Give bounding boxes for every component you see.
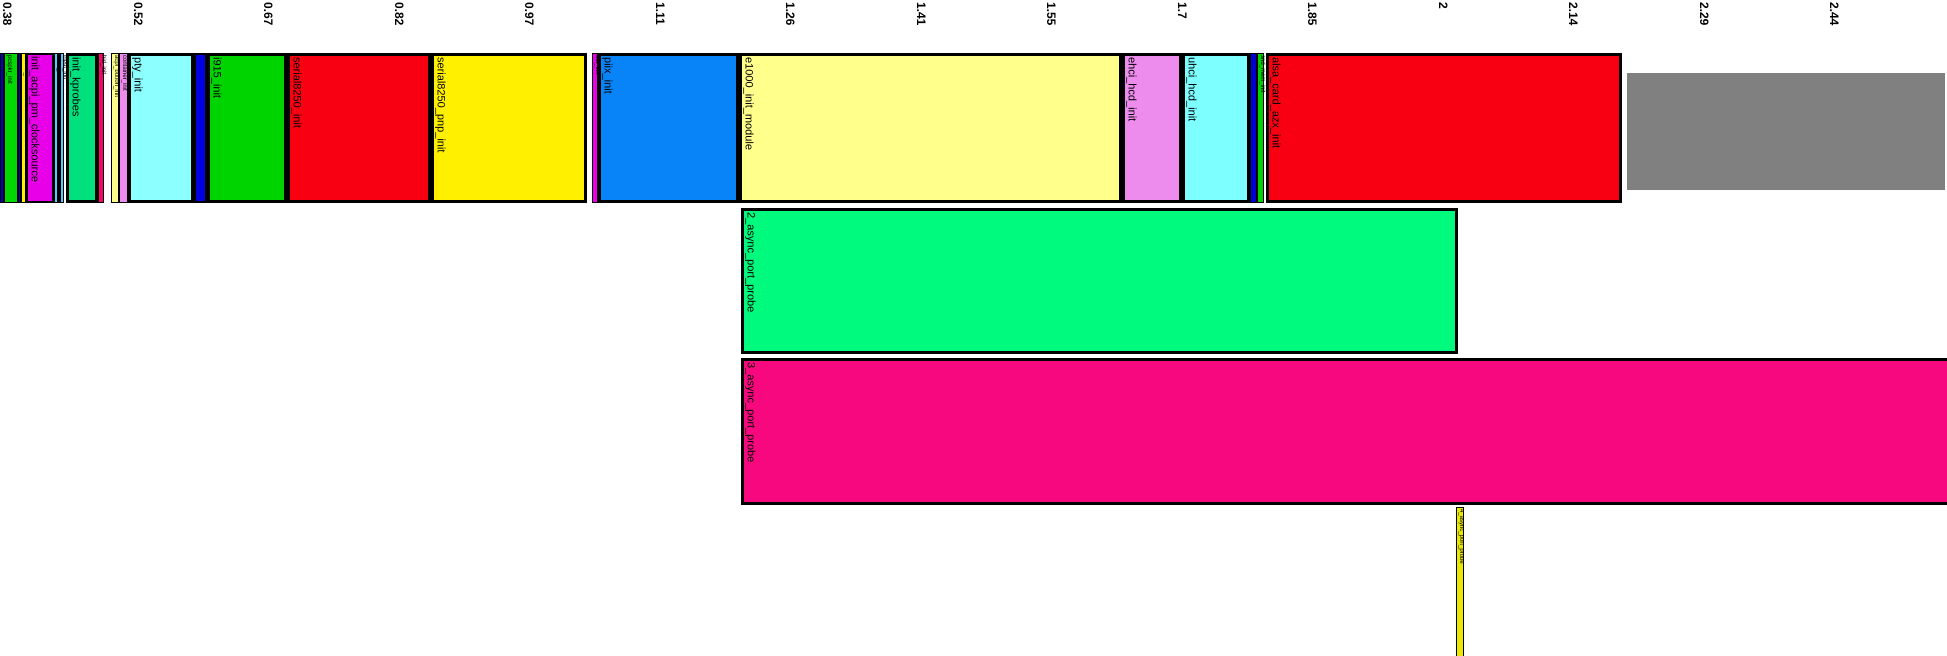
- axis-tick-label: 1.55: [1044, 2, 1058, 26]
- initcall-bar-pcspkr-init: pcspkr_init: [4, 53, 18, 203]
- initcall-bar-3-async-port-probe: 3_async_port_probe: [741, 358, 1947, 505]
- initcall-label: ehci_hcd_init: [1125, 57, 1138, 122]
- initcall-label: pcspkr_init: [5, 55, 12, 84]
- axis-tick-label: 2.44: [1827, 2, 1841, 26]
- initcall-label: ata_init: [593, 55, 600, 75]
- initcall-bar-serial8250-init: serial8250_init: [287, 53, 431, 203]
- axis-tick-label: 0.67: [261, 2, 275, 26]
- initcall-bar-e1000-init-module: e1000_init_module: [739, 53, 1122, 203]
- initcall-bar-alsa-card-azx-init: alsa_card_azx_init: [1266, 53, 1622, 203]
- axis-tick-label: 0.38: [0, 2, 14, 26]
- initcall-label: 3_async_port_probe: [744, 362, 757, 463]
- initcall-bar-ata-init: ata_init: [592, 53, 600, 203]
- initcall-label: e1000_init_module: [742, 57, 755, 150]
- initcall-label: vesafb_init: [22, 55, 29, 84]
- initcall-bar-unlabeled: [194, 53, 207, 203]
- initcall-label: alsa_card_azx_init: [1269, 57, 1282, 149]
- initcall-label: acpi_button_init: [112, 55, 119, 98]
- initcall-bar-ehci-hcd-init: ehci_hcd_init: [1122, 53, 1182, 203]
- initcall-bar-acpi-button-init: acpi_button_init: [111, 53, 119, 203]
- initcall-bar-pty-init: pty_init: [128, 53, 194, 203]
- initcall-label: uhci_hcd_init: [1185, 57, 1198, 122]
- initcall-bar-input-init: input_init: [60, 53, 68, 203]
- axis-tick-label: 1.7: [1175, 2, 1189, 19]
- initcall-bar-unlabeled: [1250, 53, 1257, 203]
- initcall-bar-vesafb-init: vesafb_init: [21, 53, 29, 203]
- initcall-bar-2-async-port-probe: 2_async_port_probe: [741, 208, 1458, 354]
- initcall-bar-unlabeled: [18, 53, 21, 203]
- initcall-label: container_init: [120, 55, 127, 91]
- initcall-bar-uhci-hcd-init: uhci_hcd_init: [1182, 53, 1250, 203]
- initcall-bar-serial8250-pnp-init: serial8250_pnp_init: [431, 53, 587, 203]
- initcall-label: hid_init: [99, 55, 106, 75]
- axis-tick-label: 0.52: [131, 2, 145, 26]
- initcall-label: i915_init: [210, 57, 223, 98]
- axis-tick-label: 1.85: [1305, 2, 1319, 26]
- initcall-bar-container-init: container_init: [119, 53, 128, 203]
- initcall-label: serial8250_pnp_init: [434, 57, 447, 153]
- axis-tick-label: 2.14: [1566, 2, 1580, 26]
- initcall-label: piix_init: [601, 57, 614, 94]
- initcall-bar-init-acpi-pm-clocksource: init_acpi_pm_clocksource: [26, 53, 54, 203]
- axis-tick-label: 2.29: [1697, 2, 1711, 26]
- initcall-label: 4_async_port_probe: [1457, 509, 1464, 564]
- axis-tick-label: 1.41: [914, 2, 928, 26]
- remaining-boot-gray-block: [1627, 73, 1945, 190]
- initcall-bar-hid-init: hid_init: [98, 53, 106, 203]
- initcall-bar-i915-init: i915_init: [207, 53, 287, 203]
- axis-tick-label: 0.82: [392, 2, 406, 26]
- initcall-bar-unlabeled: [58, 53, 60, 203]
- axis-tick-label: 1.26: [783, 2, 797, 26]
- initcall-label: init_acpi_pm_clocksource: [28, 56, 41, 182]
- initcall-bar-init-kprobes: init_kprobes: [66, 53, 98, 203]
- initcall-bar-unlabeled: [0, 53, 4, 203]
- initcall-bar-4-async-port-probe: 4_async_port_probe: [1456, 507, 1464, 656]
- initcall-label: snd_mem_init: [1258, 55, 1265, 93]
- initcall-label: init_kprobes: [69, 57, 82, 117]
- initcall-label: input_init: [61, 55, 68, 80]
- initcall-bar-piix-init: piix_init: [598, 53, 739, 203]
- initcall-label: serial8250_init: [290, 57, 303, 128]
- axis-tick-label: 1.11: [653, 2, 667, 25]
- axis-tick-label: 0.97: [522, 2, 536, 26]
- axis-tick-label: 2: [1436, 2, 1450, 9]
- initcall-bar-snd-mem-init: snd_mem_init: [1257, 53, 1265, 203]
- initcall-label: 2_async_port_probe: [744, 212, 757, 313]
- initcall-label: pty_init: [131, 57, 144, 92]
